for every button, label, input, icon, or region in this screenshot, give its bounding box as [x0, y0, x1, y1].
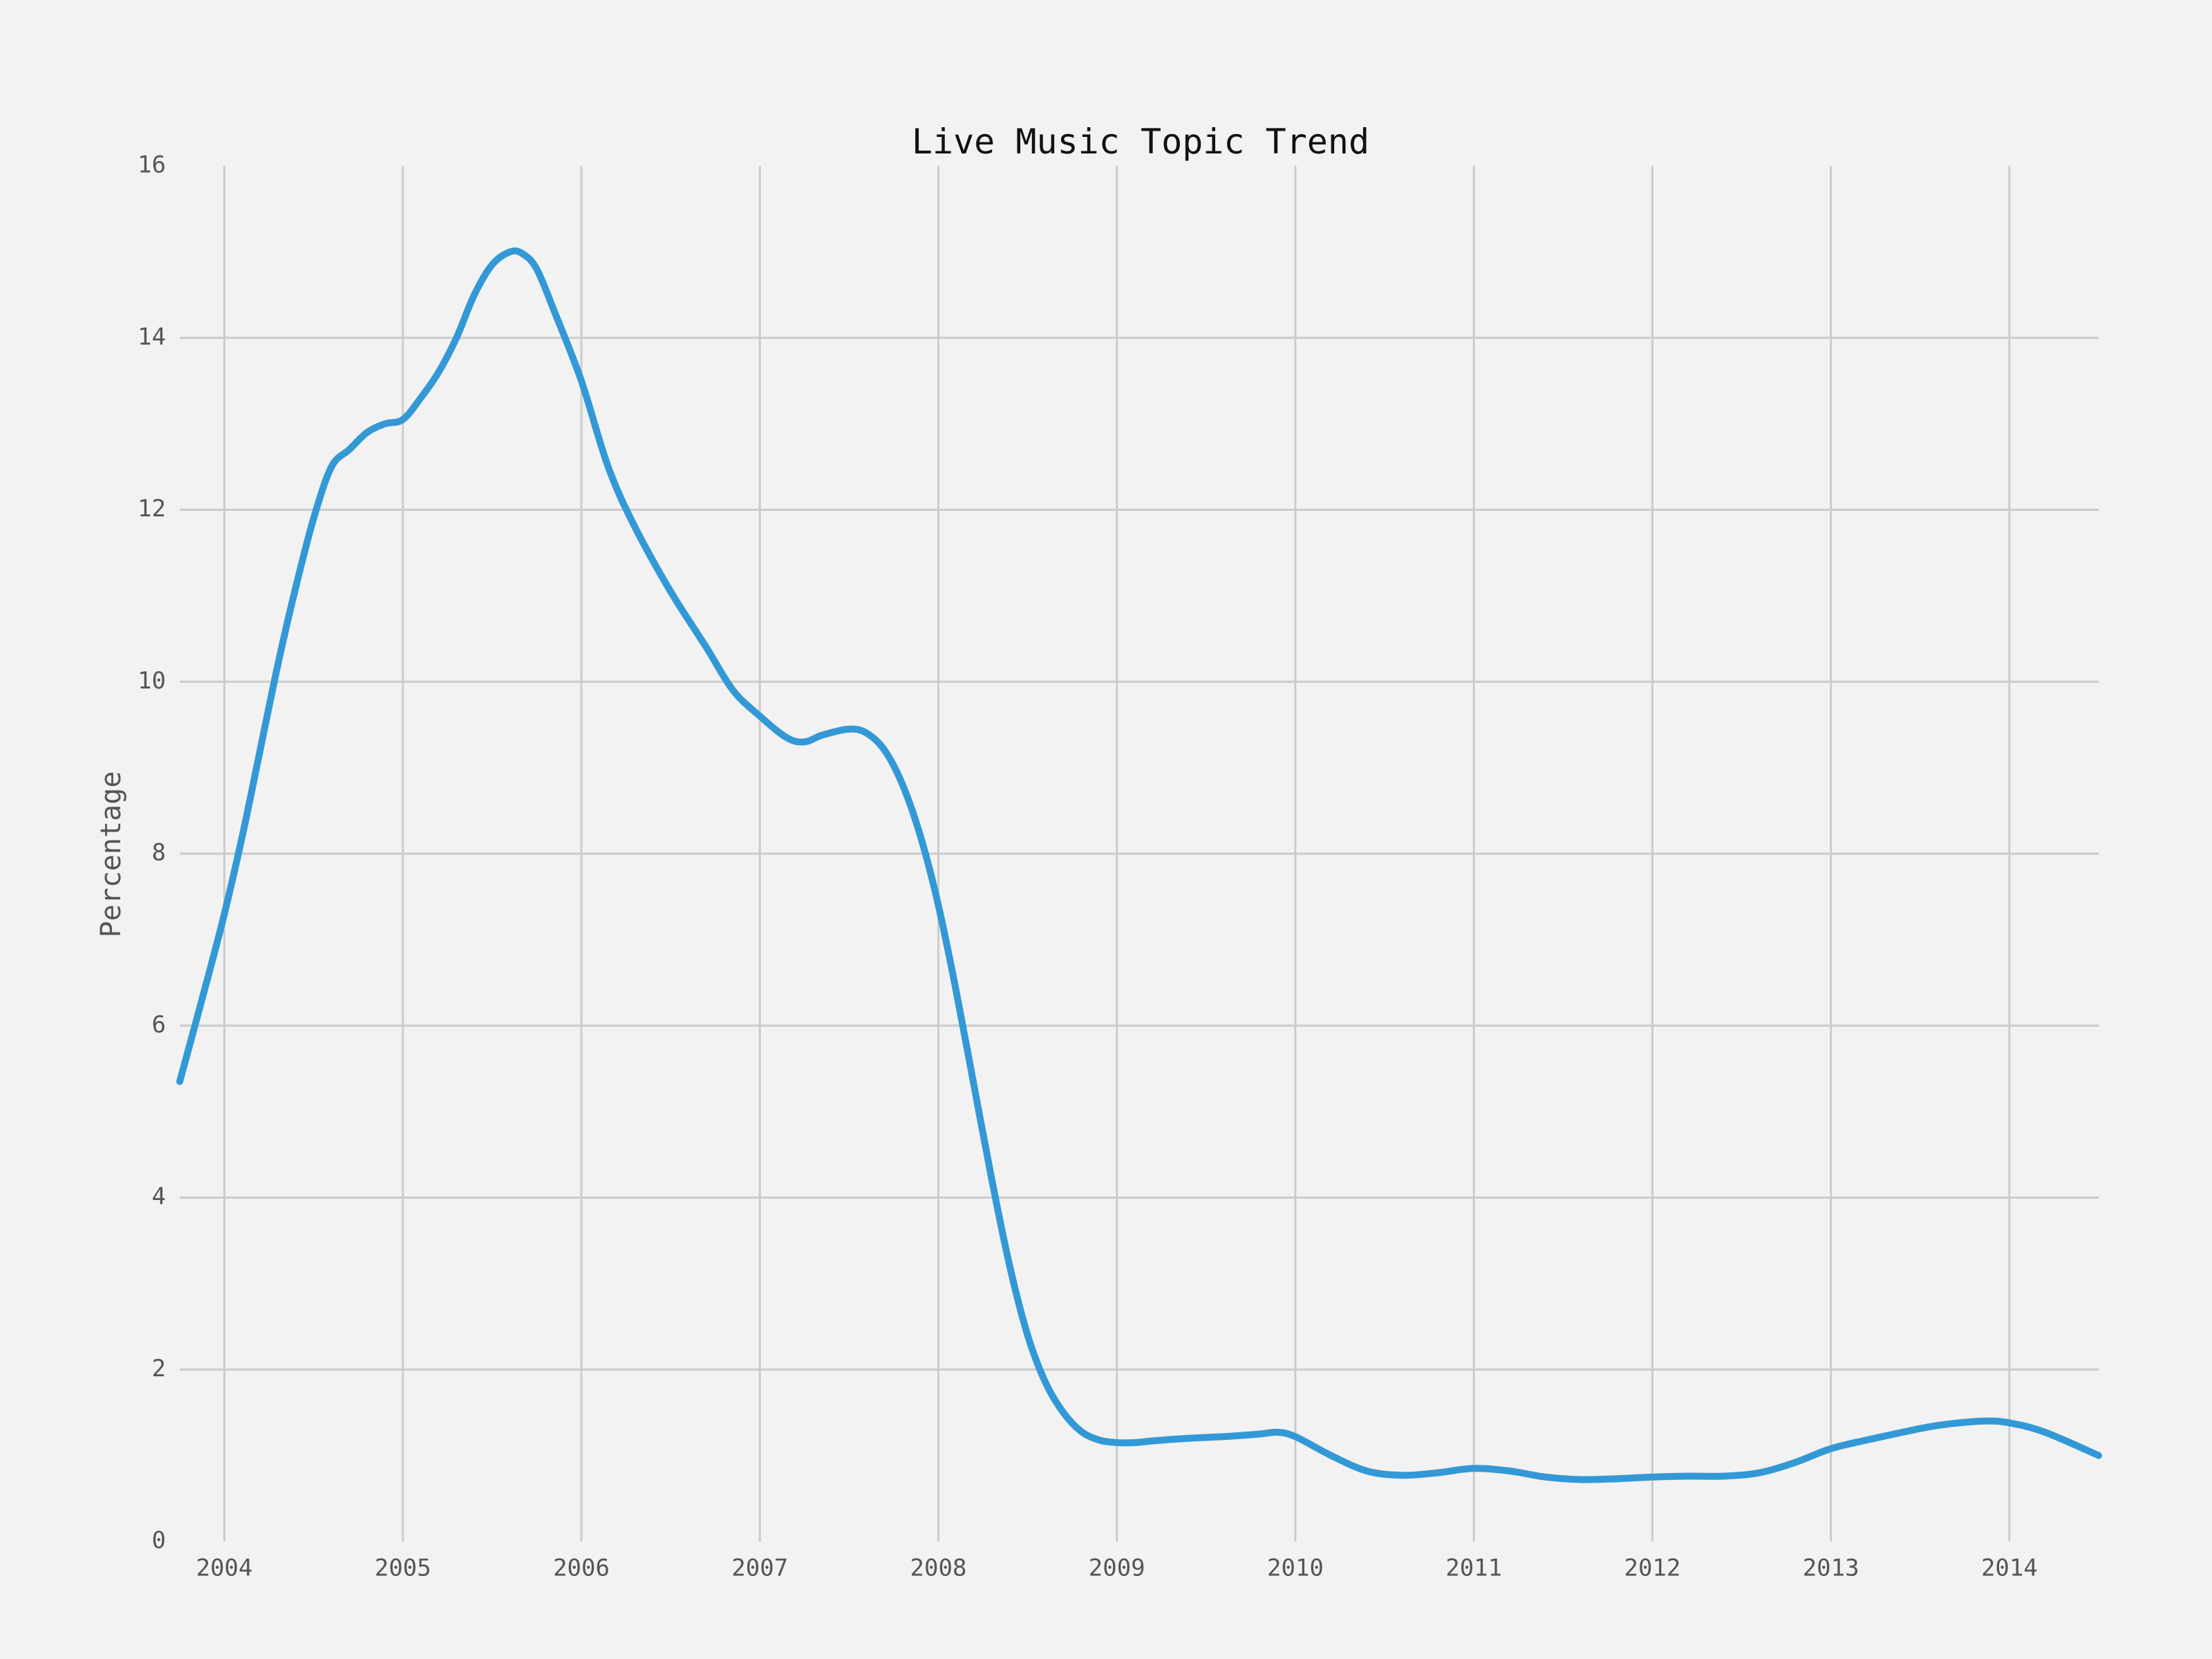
y-tick-14: 14: [138, 323, 166, 350]
x-tick-2005: 2005: [375, 1555, 431, 1582]
x-tick-2007: 2007: [731, 1555, 788, 1582]
x-tick-2004: 2004: [196, 1555, 253, 1582]
x-tick-2008: 2008: [910, 1555, 967, 1582]
x-tick-2014: 2014: [1981, 1555, 2038, 1582]
y-gridlines: [180, 337, 2099, 1371]
x-tick-2011: 2011: [1445, 1555, 1502, 1582]
x-tick-2013: 2013: [1803, 1555, 1859, 1582]
series-line-0: [176, 247, 2102, 1483]
y-tick-8: 8: [152, 839, 166, 867]
x-tick-2006: 2006: [553, 1555, 610, 1582]
series-layer: [176, 247, 2102, 1483]
y-tick-6: 6: [152, 1011, 166, 1038]
y-tick-12: 12: [138, 495, 166, 523]
chart-title: Live Music Topic Trend: [912, 122, 1369, 162]
y-tick-16: 16: [138, 151, 166, 179]
x-tick-2012: 2012: [1624, 1555, 1680, 1582]
x-tick-2009: 2009: [1089, 1555, 1145, 1582]
y-tick-10: 10: [138, 667, 166, 695]
y-tick-labels: 0 2 4 6 8 10 12 14 16: [138, 151, 166, 1555]
x-tick-labels: 2004 2005 2006 2007 2008 2009 2010 2011 2012 2013…: [196, 1555, 2038, 1582]
y-tick-4: 4: [152, 1183, 166, 1210]
y-tick-2: 2: [152, 1355, 166, 1382]
x-tick-2010: 2010: [1267, 1555, 1324, 1582]
y-tick-0: 0: [152, 1527, 166, 1555]
y-axis-label: Percentage: [95, 771, 127, 938]
